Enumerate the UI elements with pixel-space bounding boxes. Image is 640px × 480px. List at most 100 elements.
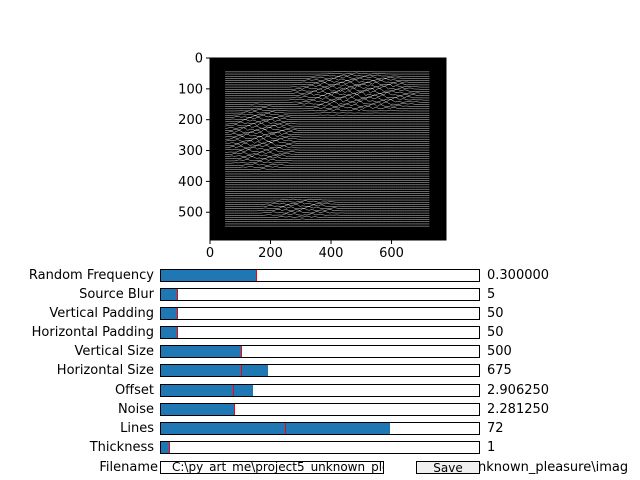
slider-fill (161, 289, 177, 300)
x-tick-label: 200 (258, 246, 283, 261)
slider-initial-value-marker (240, 365, 242, 376)
slider-noise[interactable] (160, 403, 480, 416)
slider-label-horizontal-padding: Horizontal Padding (31, 325, 154, 340)
image-line (225, 114, 430, 118)
slider-lines[interactable] (160, 422, 480, 435)
image-line (225, 108, 430, 112)
joy-plot-lines (225, 71, 430, 227)
image-line (225, 105, 430, 110)
image-line (225, 165, 430, 168)
image-line (225, 103, 430, 107)
image-line (225, 156, 430, 160)
x-tick-label: 0 (206, 246, 214, 261)
slider-initial-value-marker (176, 308, 178, 319)
image-line (225, 206, 430, 209)
image-line (225, 144, 430, 149)
slider-initial-value-marker (233, 404, 235, 415)
image-line (225, 120, 430, 125)
slider-vertical-padding[interactable] (160, 307, 480, 320)
image-axes-frame (209, 57, 447, 241)
image-line (225, 74, 430, 77)
filename-input[interactable]: C:\py_art_me\project5_unknown_pleasure\i… (160, 461, 384, 474)
slider-value-vertical-padding: 50 (487, 306, 504, 321)
image-line (225, 101, 430, 105)
slider-label-vertical-padding: Vertical Padding (49, 306, 154, 321)
slider-value-random-frequency: 0.300000 (487, 268, 550, 283)
image-line (225, 122, 430, 127)
image-line (225, 87, 430, 92)
image-line (225, 76, 430, 79)
slider-initial-value-marker (176, 289, 178, 300)
slider-value-vertical-size: 500 (487, 344, 512, 359)
slider-fill (161, 270, 257, 281)
save-button[interactable]: Save (416, 461, 480, 474)
slider-initial-value-marker (240, 346, 242, 357)
slider-fill (161, 404, 234, 415)
filename-overflow-text: nknown_pleasure\imag (478, 460, 629, 475)
image-line (225, 79, 430, 83)
slider-random-frequency[interactable] (160, 269, 480, 282)
image-line (225, 160, 430, 164)
image-line (225, 91, 430, 97)
image-line (225, 83, 430, 88)
image-line (225, 213, 430, 216)
image-line (225, 210, 430, 214)
image-line (225, 201, 430, 205)
image-line (225, 72, 430, 75)
y-tick-label: 500 (178, 206, 203, 221)
slider-label-vertical-size: Vertical Size (74, 344, 154, 359)
image-line (225, 198, 430, 201)
slider-initial-value-marker (232, 385, 234, 396)
image-line (225, 168, 430, 170)
slider-fill (161, 385, 254, 396)
slider-horizontal-padding[interactable] (160, 326, 480, 339)
image-line (225, 158, 430, 162)
image-line (225, 135, 430, 140)
y-tick-label: 400 (178, 175, 203, 190)
image-line (225, 215, 430, 218)
slider-initial-value-marker (176, 327, 178, 338)
image-line (225, 142, 430, 146)
image-line (225, 129, 430, 133)
slider-fill (161, 365, 269, 376)
slider-label-source-blur: Source Blur (79, 287, 154, 302)
slider-fill (161, 308, 177, 319)
image-line (225, 149, 430, 153)
image-line (225, 77, 430, 81)
image-line (225, 111, 430, 114)
slider-label-thickness: Thickness (89, 440, 154, 455)
image-line (225, 137, 430, 142)
slider-value-noise: 2.281250 (487, 402, 550, 417)
image-line (225, 170, 430, 173)
image-line (225, 127, 430, 131)
slider-value-source-blur: 5 (487, 287, 496, 302)
slider-vertical-size[interactable] (160, 345, 480, 358)
slider-fill (161, 442, 169, 453)
image-line (225, 117, 430, 120)
image-line (225, 200, 430, 203)
slider-label-lines: Lines (120, 421, 154, 436)
image-line (225, 163, 430, 166)
slider-offset[interactable] (160, 384, 480, 397)
y-tick-label: 300 (178, 144, 203, 159)
image-line (225, 139, 430, 144)
image-line (225, 153, 430, 157)
image-line (225, 133, 430, 138)
image-line (225, 218, 430, 220)
image-line (225, 203, 430, 207)
slider-label-offset: Offset (114, 383, 154, 398)
y-tick-label: 0 (195, 52, 203, 67)
slider-value-horizontal-padding: 50 (487, 325, 504, 340)
slider-thickness[interactable] (160, 441, 480, 454)
slider-value-horizontal-size: 675 (487, 363, 512, 378)
y-tick-label: 100 (178, 82, 203, 97)
image-line (225, 208, 430, 212)
slider-source-blur[interactable] (160, 288, 480, 301)
image-line (225, 131, 430, 136)
slider-initial-value-marker (168, 442, 170, 453)
slider-horizontal-size[interactable] (160, 364, 480, 377)
slider-fill (161, 327, 177, 338)
slider-initial-value-marker (256, 270, 258, 281)
slider-label-random-frequency: Random Frequency (28, 268, 154, 283)
